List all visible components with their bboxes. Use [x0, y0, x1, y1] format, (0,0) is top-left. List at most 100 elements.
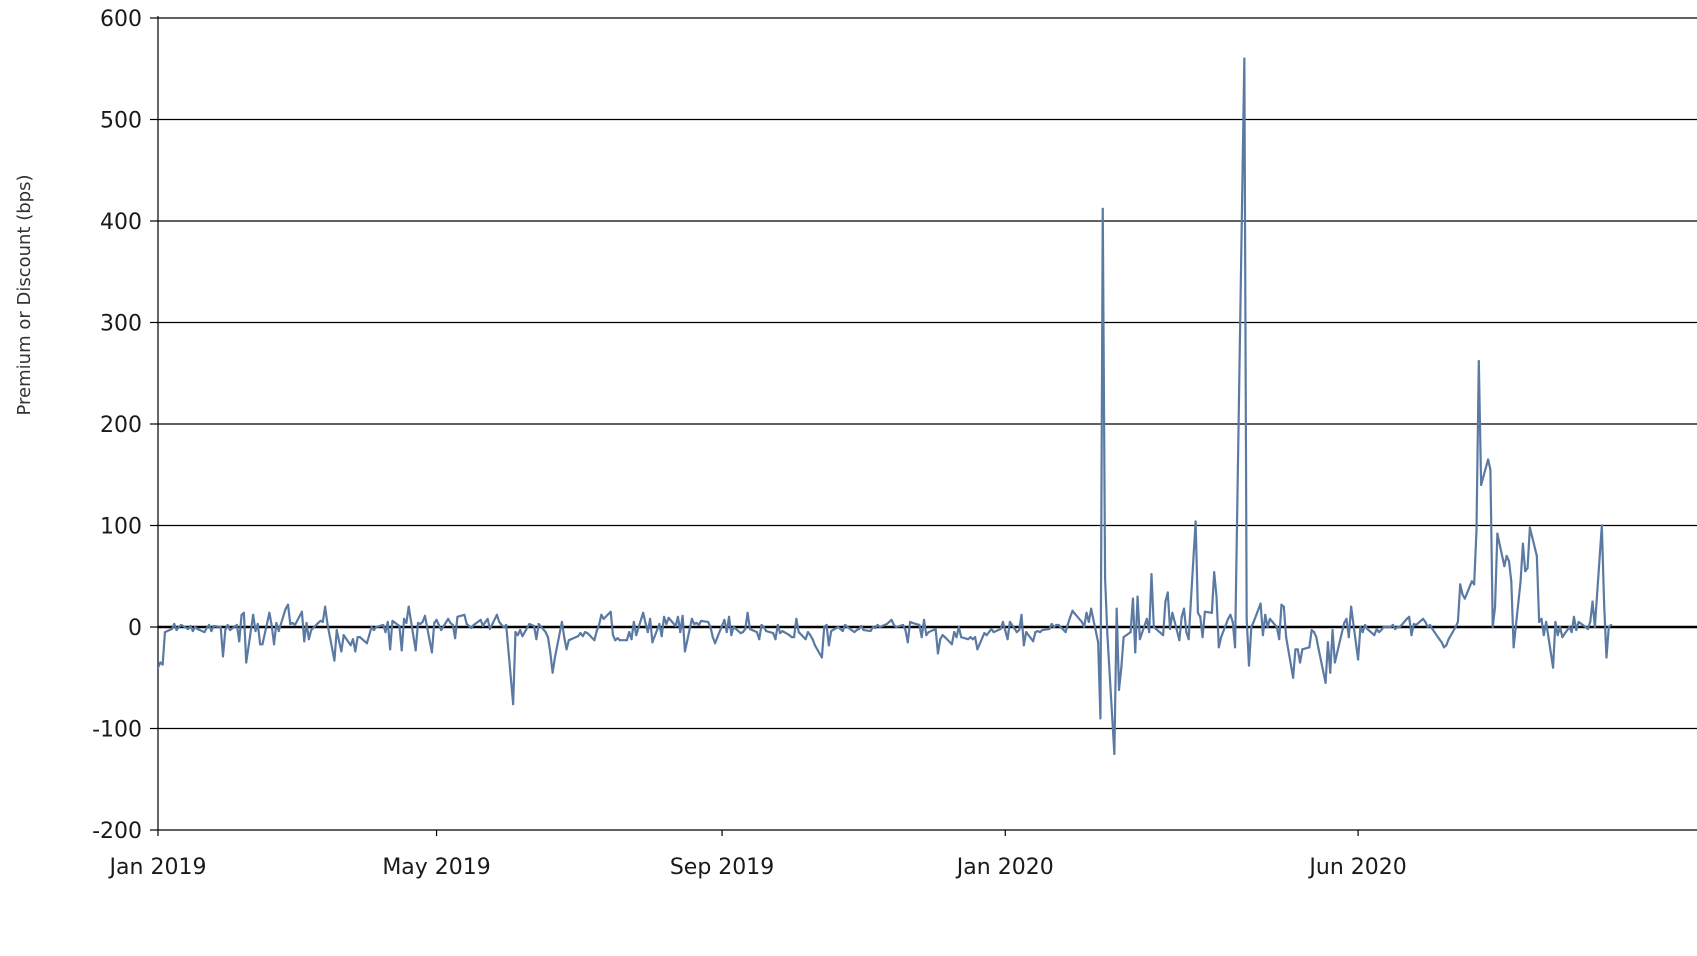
- data-point: [1477, 359, 1480, 363]
- data-point: [326, 622, 329, 626]
- data-point: [1032, 640, 1035, 643]
- data-point: [1507, 559, 1511, 563]
- data-point: [342, 634, 345, 637]
- data-point: [1398, 625, 1401, 629]
- data-point: [354, 650, 357, 653]
- data-point: [857, 627, 861, 631]
- data-point: [885, 622, 888, 626]
- data-point: [990, 627, 993, 631]
- data-point: [549, 651, 552, 654]
- data-point: [983, 631, 986, 635]
- data-point: [1152, 625, 1155, 629]
- data-point: [890, 618, 893, 621]
- data-point: [878, 625, 882, 629]
- data-point: [716, 636, 719, 639]
- data-point: [203, 630, 206, 634]
- data-point: [660, 635, 663, 638]
- data-point: [837, 625, 840, 629]
- data-point: [1308, 646, 1311, 649]
- data-point: [433, 621, 436, 625]
- data-point: [537, 622, 540, 626]
- data-point: [967, 638, 970, 641]
- data-point: [730, 634, 733, 637]
- data-point: [481, 624, 485, 628]
- data-point: [1120, 666, 1123, 669]
- data-point: [602, 617, 605, 620]
- data-point: [1558, 625, 1562, 629]
- data-point: [1503, 565, 1506, 568]
- data-point: [1486, 458, 1490, 461]
- data-point: [519, 628, 522, 632]
- data-point: [544, 630, 547, 634]
- data-point: [1034, 630, 1037, 634]
- data-point: [1150, 573, 1153, 576]
- data-point: [219, 625, 222, 629]
- data-point: [1554, 620, 1557, 624]
- data-point: [375, 625, 378, 629]
- data-point: [732, 625, 735, 629]
- data-point: [809, 634, 812, 637]
- data-point: [488, 627, 492, 631]
- data-point: [1593, 625, 1596, 629]
- data-point: [1213, 571, 1216, 574]
- data-point: [1577, 620, 1580, 624]
- data-point: [651, 641, 654, 644]
- data-point: [934, 627, 937, 631]
- data-point: [212, 624, 215, 628]
- data-point: [1278, 638, 1281, 641]
- data-point: [1162, 634, 1165, 637]
- data-point: [1227, 617, 1230, 620]
- data-point: [772, 631, 775, 635]
- data-point: [335, 628, 338, 632]
- data-point: [293, 623, 297, 627]
- data-point: [560, 620, 564, 624]
- data-point: [291, 621, 294, 625]
- data-point: [479, 618, 482, 621]
- data-point: [943, 636, 947, 639]
- data-point: [1526, 567, 1529, 570]
- data-point: [658, 622, 661, 626]
- data-point: [567, 639, 570, 642]
- data-point: [1115, 607, 1118, 610]
- data-point: [1264, 613, 1267, 616]
- data-point: [505, 623, 508, 627]
- y-tick-labels: -200 -100 0 100 200 300 400 500 600: [92, 7, 142, 844]
- data-point: [1020, 613, 1023, 616]
- data-point: [1201, 636, 1204, 639]
- data-point: [762, 625, 765, 629]
- data-point: [579, 631, 582, 635]
- data-point: [1298, 661, 1302, 664]
- data-point: [744, 627, 747, 631]
- data-point: [1113, 752, 1116, 755]
- data-point: [1366, 627, 1369, 631]
- data-point: [823, 625, 826, 629]
- data-point: [797, 630, 800, 634]
- data-point: [382, 623, 385, 627]
- data-point: [512, 703, 515, 706]
- data-point: [892, 623, 895, 627]
- data-point: [760, 623, 763, 627]
- data-point: [739, 631, 742, 635]
- data-point: [1310, 628, 1313, 632]
- data-point: [830, 629, 833, 633]
- data-point: [1586, 627, 1589, 631]
- data-point: [245, 661, 248, 664]
- data-point: [1540, 617, 1543, 620]
- data-point: [1491, 625, 1494, 629]
- data-point: [1048, 627, 1051, 631]
- data-point: [1015, 630, 1018, 634]
- data-point: [416, 621, 420, 625]
- data-point: [435, 618, 438, 621]
- data-point: [365, 642, 369, 645]
- data-point: [976, 648, 979, 651]
- data-point: [319, 619, 322, 623]
- data-point: [1055, 623, 1058, 627]
- data-point: [1473, 583, 1476, 586]
- data-point: [973, 636, 977, 639]
- data-point: [430, 651, 434, 654]
- data-point: [235, 623, 239, 627]
- data-point: [855, 628, 858, 632]
- data-point: [779, 631, 782, 635]
- y-tick-label: -200: [92, 819, 142, 844]
